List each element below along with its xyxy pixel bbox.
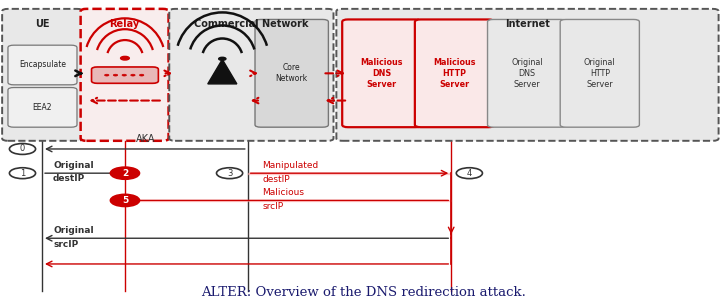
- FancyBboxPatch shape: [255, 19, 328, 127]
- Text: EEA2: EEA2: [33, 103, 52, 112]
- Text: srcIP: srcIP: [262, 202, 283, 211]
- Circle shape: [456, 168, 483, 179]
- Text: Original
HTTP
Server: Original HTTP Server: [584, 58, 616, 89]
- Text: Original
DNS
Server: Original DNS Server: [511, 58, 543, 89]
- Text: UE: UE: [35, 19, 50, 29]
- FancyBboxPatch shape: [415, 19, 494, 127]
- FancyBboxPatch shape: [8, 45, 77, 85]
- Text: destIP: destIP: [53, 174, 85, 183]
- Text: Internet: Internet: [505, 19, 550, 29]
- Text: Encapsulate: Encapsulate: [19, 60, 66, 70]
- FancyBboxPatch shape: [2, 9, 83, 141]
- Circle shape: [140, 74, 144, 76]
- Polygon shape: [207, 59, 237, 84]
- Text: Malicious: Malicious: [262, 188, 304, 197]
- Text: Original: Original: [53, 161, 94, 170]
- Text: 0: 0: [20, 144, 25, 154]
- Circle shape: [122, 74, 127, 76]
- FancyBboxPatch shape: [336, 9, 719, 141]
- FancyBboxPatch shape: [488, 19, 566, 127]
- FancyBboxPatch shape: [170, 9, 333, 141]
- Text: Core
Network: Core Network: [276, 63, 308, 83]
- Circle shape: [111, 167, 140, 179]
- Text: 4: 4: [467, 169, 472, 178]
- FancyBboxPatch shape: [560, 19, 639, 127]
- FancyBboxPatch shape: [342, 19, 422, 127]
- Text: Manipulated: Manipulated: [262, 161, 319, 170]
- Circle shape: [218, 57, 226, 60]
- Circle shape: [9, 143, 36, 154]
- FancyBboxPatch shape: [92, 67, 159, 83]
- Text: 3: 3: [227, 169, 232, 178]
- Circle shape: [114, 74, 118, 76]
- Text: Original: Original: [53, 226, 94, 235]
- Text: Relay: Relay: [109, 19, 140, 29]
- Text: srcIP: srcIP: [53, 240, 79, 249]
- Text: Malicious
DNS
Server: Malicious DNS Server: [360, 58, 403, 89]
- Text: destIP: destIP: [262, 175, 290, 184]
- Circle shape: [121, 56, 130, 60]
- Text: Commercial Network: Commercial Network: [194, 19, 309, 29]
- Circle shape: [111, 194, 140, 206]
- Text: AKA: AKA: [136, 134, 156, 144]
- FancyBboxPatch shape: [81, 9, 169, 141]
- Circle shape: [9, 168, 36, 179]
- Circle shape: [216, 168, 242, 179]
- FancyBboxPatch shape: [8, 88, 77, 127]
- Text: ALTER: Overview of the DNS redirection attack.: ALTER: Overview of the DNS redirection a…: [202, 286, 526, 299]
- Text: Malicious
HTTP
Server: Malicious HTTP Server: [433, 58, 475, 89]
- Text: 2: 2: [122, 169, 128, 178]
- Circle shape: [131, 74, 135, 76]
- Text: 1: 1: [20, 169, 25, 178]
- Circle shape: [105, 74, 109, 76]
- Text: 5: 5: [122, 196, 128, 205]
